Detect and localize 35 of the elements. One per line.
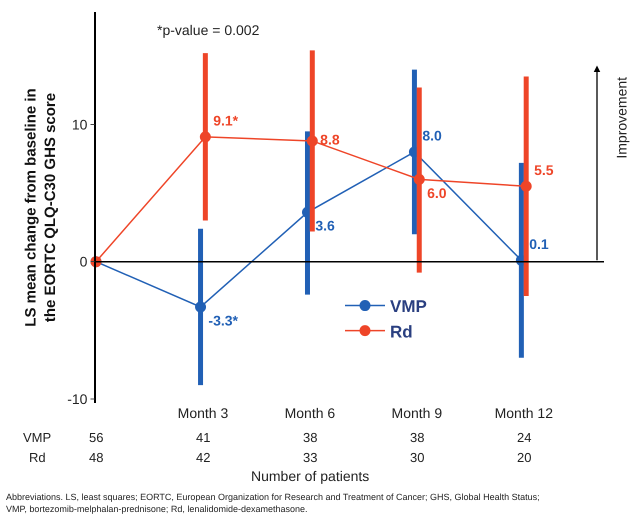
data-label: -3.3* xyxy=(208,312,239,328)
x-tick-label: Month 6 xyxy=(284,405,336,421)
annotation: *p-value = 0.002 xyxy=(157,22,260,38)
text: 30 xyxy=(410,450,424,465)
text: 42 xyxy=(196,450,210,465)
data-label: 8.8 xyxy=(320,131,340,148)
y-axis-title: LS mean change from baseline in the EORTC QLQ-C30 GHS score xyxy=(22,88,59,327)
data-label: 6.0 xyxy=(427,184,447,201)
legend-label: VMP xyxy=(390,297,427,316)
x-tick-label: Month 3 xyxy=(178,405,228,421)
data-label: 5.5 xyxy=(534,162,554,178)
text: 56 xyxy=(89,430,104,445)
text: 48 xyxy=(89,450,104,465)
text: VMP xyxy=(23,430,52,445)
data-label: 3.6 xyxy=(315,218,336,234)
text: 20 xyxy=(517,450,532,465)
y-tick-label: 10 xyxy=(72,116,88,132)
text: VMP, bortezomib-melphalan-prednisone; Rd, lenalidomide-dexamethasone. xyxy=(6,504,308,514)
text: 24 xyxy=(517,430,532,445)
data-label: 8.0 xyxy=(422,128,442,144)
text: 38 xyxy=(410,430,424,445)
data-label: 9.1* xyxy=(213,112,239,128)
text: Improvement xyxy=(613,76,630,159)
text: Abbreviations. LS, least squares; EORTC, European Organization for Research and Treatment of Cancer; GHS, Global Health Status; xyxy=(6,492,540,502)
text: Number of patients xyxy=(251,468,370,484)
x-tick-label: Month 12 xyxy=(494,405,554,421)
text: Rd xyxy=(29,450,46,465)
text: 33 xyxy=(303,450,318,465)
y-tick-label: 0 xyxy=(80,254,88,270)
text: 41 xyxy=(196,430,210,445)
y-tick-label: -10 xyxy=(67,390,88,407)
x-tick-label: Month 9 xyxy=(392,405,442,421)
data-label: 0.1 xyxy=(529,236,549,252)
legend-label: Rd xyxy=(390,322,413,342)
text: 38 xyxy=(303,430,318,445)
